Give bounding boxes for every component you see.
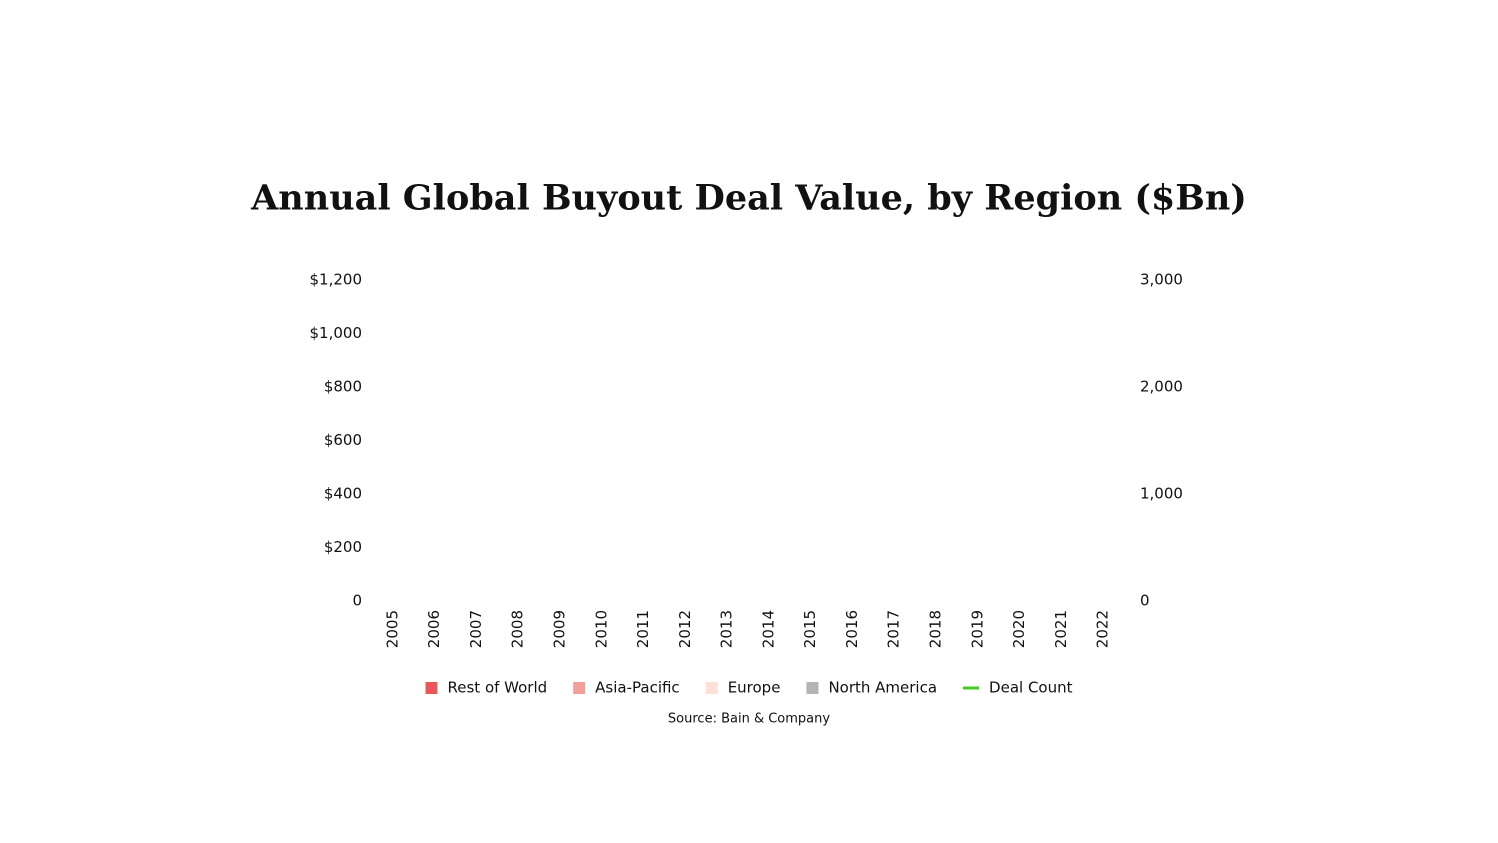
legend-label: Deal Count [989, 679, 1073, 697]
source-note: Source: Bain & Company [668, 712, 830, 727]
legend-label: Europe [728, 679, 781, 697]
x-tick-label: 2012 [676, 610, 694, 648]
legend-swatch [806, 682, 819, 694]
legend-swatch [425, 682, 438, 694]
y2-tick-label: 3,000 [1140, 271, 1183, 289]
x-tick-label: 2016 [843, 610, 861, 648]
legend-label: Asia-Pacific [595, 679, 680, 697]
legend-label: North America [828, 679, 937, 697]
y2-tick-label: 0 [1140, 592, 1150, 610]
x-tick-label: 2010 [592, 610, 610, 648]
y-tick-label: $1,200 [310, 271, 363, 289]
legend-label: Rest of World [448, 679, 548, 697]
y-tick-label: $800 [324, 378, 362, 396]
x-tick-label: 2014 [759, 610, 777, 648]
x-tick-label: 2018 [927, 610, 945, 648]
x-tick-label: 2020 [1010, 610, 1028, 648]
y-tick-label: 0 [352, 592, 362, 610]
x-tick-label: 2009 [551, 610, 569, 648]
x-tick-label: 2015 [801, 610, 819, 648]
y-tick-label: $1,000 [310, 324, 363, 342]
y2-tick-label: 1,000 [1140, 485, 1183, 503]
x-tick-label: 2017 [885, 610, 903, 648]
x-tick-label: 2008 [509, 610, 527, 648]
x-tick-label: 2005 [383, 610, 401, 648]
legend-swatch [705, 682, 718, 694]
y-tick-label: $400 [324, 485, 362, 503]
y-tick-label: $200 [324, 538, 362, 556]
y2-tick-label: 2,000 [1140, 378, 1183, 396]
legend-swatch [573, 682, 586, 694]
x-tick-label: 2011 [634, 610, 652, 648]
x-tick-label: 2007 [467, 610, 485, 648]
x-tick-label: 2019 [968, 610, 986, 648]
chart-title: Annual Global Buyout Deal Value, by Regi… [250, 178, 1247, 219]
y-tick-label: $600 [324, 431, 362, 449]
x-tick-label: 2021 [1052, 610, 1070, 648]
x-tick-label: 2006 [425, 610, 443, 648]
x-tick-label: 2013 [718, 610, 736, 648]
x-tick-label: 2022 [1094, 610, 1112, 648]
